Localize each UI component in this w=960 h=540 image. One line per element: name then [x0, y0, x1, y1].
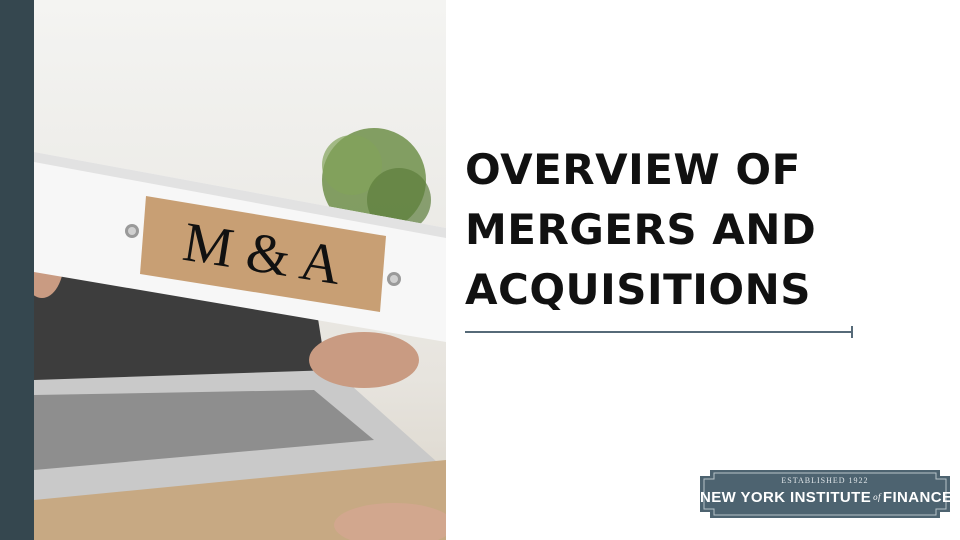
binder-photo: M & A	[34, 0, 446, 540]
title-line-2: MERGERS AND	[465, 205, 817, 254]
title-line-3: ACQUISITIONS	[465, 265, 812, 314]
nyif-logo: ESTABLISHED 1922 NEW YORK INSTITUTE of FIN…	[700, 470, 953, 518]
slide-title: OVERVIEW OF MERGERS AND ACQUISITIONS	[465, 140, 935, 320]
logo-name: NEW YORK INSTITUTE of FINANCE	[700, 489, 953, 506]
title-underline	[465, 331, 853, 333]
logo-established: ESTABLISHED 1922	[781, 476, 869, 485]
logo-name-after: FINANCE	[882, 489, 953, 506]
side-accent-bar	[0, 0, 34, 540]
logo-name-before: NEW YORK INSTITUTE	[700, 489, 872, 506]
title-underline-end	[851, 326, 853, 338]
title-line-1: OVERVIEW OF	[465, 145, 801, 194]
logo-name-of: of	[873, 492, 881, 502]
